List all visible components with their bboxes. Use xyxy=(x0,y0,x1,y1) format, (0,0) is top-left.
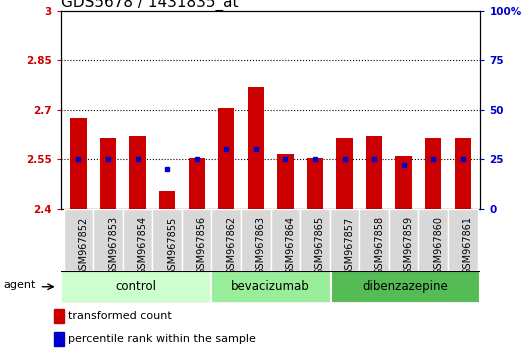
Bar xyxy=(248,87,264,209)
Bar xyxy=(300,209,329,271)
Bar xyxy=(129,136,146,209)
Bar xyxy=(271,209,300,271)
Text: GSM967862: GSM967862 xyxy=(227,216,236,275)
Text: GSM967855: GSM967855 xyxy=(167,216,177,275)
Bar xyxy=(64,209,93,271)
Bar xyxy=(366,136,382,209)
Text: GSM967861: GSM967861 xyxy=(463,216,473,275)
Bar xyxy=(211,271,331,303)
Text: GSM967863: GSM967863 xyxy=(256,216,266,275)
Bar xyxy=(329,209,359,271)
Text: transformed count: transformed count xyxy=(68,310,172,321)
Bar xyxy=(54,332,64,346)
Bar xyxy=(70,118,87,209)
Text: percentile rank within the sample: percentile rank within the sample xyxy=(68,333,256,344)
Text: GSM967858: GSM967858 xyxy=(374,216,384,275)
Bar xyxy=(54,309,64,324)
Bar xyxy=(123,209,153,271)
Text: GDS5678 / 1431835_at: GDS5678 / 1431835_at xyxy=(61,0,238,11)
Text: GSM967852: GSM967852 xyxy=(79,216,89,275)
Bar xyxy=(395,156,412,209)
Bar xyxy=(425,138,441,209)
Bar xyxy=(182,209,212,271)
Bar xyxy=(331,271,480,303)
Bar xyxy=(93,209,123,271)
Bar xyxy=(241,209,271,271)
Text: GSM967856: GSM967856 xyxy=(197,216,206,275)
Bar xyxy=(418,209,448,271)
Bar xyxy=(448,209,477,271)
Text: agent: agent xyxy=(3,280,35,290)
Bar xyxy=(307,158,323,209)
Text: GSM967853: GSM967853 xyxy=(108,216,118,275)
Bar xyxy=(389,209,418,271)
Text: bevacizumab: bevacizumab xyxy=(231,280,310,293)
Bar xyxy=(455,138,471,209)
Text: dibenzazepine: dibenzazepine xyxy=(363,280,448,293)
Text: GSM967857: GSM967857 xyxy=(344,216,354,275)
Bar xyxy=(212,209,241,271)
Bar xyxy=(61,271,211,303)
Bar xyxy=(188,158,205,209)
Bar xyxy=(159,191,175,209)
Text: GSM967860: GSM967860 xyxy=(433,216,443,275)
Text: GSM967854: GSM967854 xyxy=(138,216,148,275)
Text: GSM967865: GSM967865 xyxy=(315,216,325,275)
Bar xyxy=(218,108,234,209)
Text: GSM967864: GSM967864 xyxy=(285,216,295,275)
Text: control: control xyxy=(115,280,156,293)
Bar xyxy=(359,209,389,271)
Bar xyxy=(336,138,353,209)
Bar xyxy=(100,138,116,209)
Bar xyxy=(277,154,294,209)
Bar xyxy=(153,209,182,271)
Text: GSM967859: GSM967859 xyxy=(403,216,413,275)
